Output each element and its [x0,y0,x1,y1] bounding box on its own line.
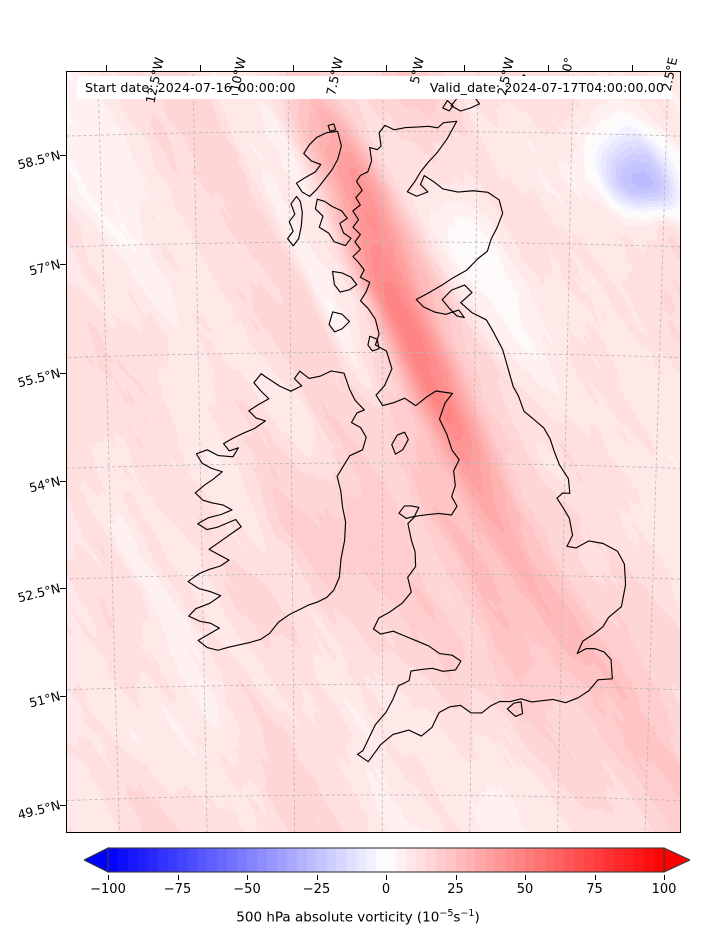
colorbar-tickmark-4 [386,875,388,880]
coastline-overlay [187,74,627,763]
colorbar-tickmark-5 [455,875,457,880]
coastline-ireland [187,370,367,651]
colorbar-tickmark-6 [525,875,527,880]
colorbar-title: 500 hPa absolute vorticity (10−5s−1) [0,908,716,926]
coastline-mull [331,270,358,293]
colorbar-ticklabel-3: −25 [302,882,331,897]
gridline [67,462,680,469]
colorbar-tickmark-7 [594,875,596,880]
lon-tickmark-0 [106,65,108,71]
gridline [469,72,479,832]
lat-tickmark-0 [60,155,66,157]
colorbar-title-mid: s [453,909,461,926]
gridline [97,76,120,832]
date-title-strip: Start date: 2024-07-16_00:00:00 Valid_da… [77,76,672,99]
coastline-anglesey [398,505,420,519]
colorbar-title-exp2: −1 [460,908,475,919]
lat-tick-3: 54°N [27,473,62,496]
colorbar-ticklabel-1: −75 [163,882,192,897]
colorbar-tickmark-8 [664,875,666,880]
graticule-gridlines [67,72,680,832]
gridline [67,130,680,137]
start-date-label: Start date: 2024-07-16_00:00:00 [85,80,296,95]
coastline-lewis-north-tip [327,123,337,132]
lat-tickmark-1 [60,264,66,266]
lat-tick-2: 55.5°N [16,365,62,391]
lat-tick-6: 49.5°N [16,797,62,823]
colorbar-title-close: ) [474,909,480,926]
lat-tickmark-2 [60,373,66,375]
lon-tickmark-3 [386,65,388,71]
lat-tick-1: 57°N [27,256,62,279]
gridline [381,72,384,832]
gridline [67,352,680,359]
gridline [557,74,574,832]
lat-tickmark-3 [60,481,66,483]
colorbar-title-main: 500 hPa absolute vorticity (10 [236,909,440,926]
colorbar[interactable] [84,846,690,875]
gridline [287,72,296,832]
lat-tick-5: 51°N [27,688,62,711]
vorticity-field-heatmap [67,72,680,832]
coastline-outer-hebrides-lewis [295,130,342,197]
map-axes[interactable]: Start date: 2024-07-16_00:00:00 Valid_da… [66,71,681,833]
lon-tickmark-2 [293,65,295,71]
gridline [67,241,680,248]
lon-tickmark-5 [548,65,550,71]
gridline [67,794,680,801]
coastline-islay-jura [328,311,351,333]
colorbar-tickmark-1 [177,875,179,880]
coastline-great-britain [352,120,627,763]
lon-tickmark-1 [200,65,202,71]
lat-tick-4: 52.5°N [16,580,62,606]
colorbar-ticklabel-0: −100 [90,882,126,897]
colorbar-ticklabel-5: 25 [447,882,464,897]
colorbar-title-exp1: −5 [439,908,454,919]
colorbar-tickmark-0 [108,875,110,880]
gridline [67,573,680,580]
lat-tickmark-6 [60,805,66,807]
lat-tickmark-5 [60,696,66,698]
coastline-orkney-hoy [442,99,454,112]
gridline [192,73,208,832]
coastline-isle-of-wight [506,701,524,718]
colorbar-ticklabel-6: 50 [516,882,534,897]
lon-tick-5: 0° [558,55,577,73]
colorbar-ticklabel-8: 100 [651,882,677,897]
lon-tickmark-4 [464,65,466,71]
coastline-arran [367,335,380,352]
colorbar-ticklabel-2: −50 [233,882,261,897]
gridline [644,76,669,832]
colorbar-tickmark-2 [247,875,249,880]
lon-tickmark-6 [632,65,634,71]
colorbar-gradient [84,847,690,873]
colorbar-ticklabel-7: 75 [586,882,603,897]
valid-date-label: Valid_date: 2024-07-17T04:00:00.00 [429,80,664,95]
coastline-isle-of-man [391,431,409,455]
colorbar-ticklabel-4: 0 [381,882,391,897]
colorbar-tickmark-3 [316,875,318,880]
lat-tick-0: 58.5°N [16,147,62,173]
coastline-hebrides-uist [287,195,303,247]
lat-tickmark-4 [60,588,66,590]
coastline-skye [314,198,352,247]
